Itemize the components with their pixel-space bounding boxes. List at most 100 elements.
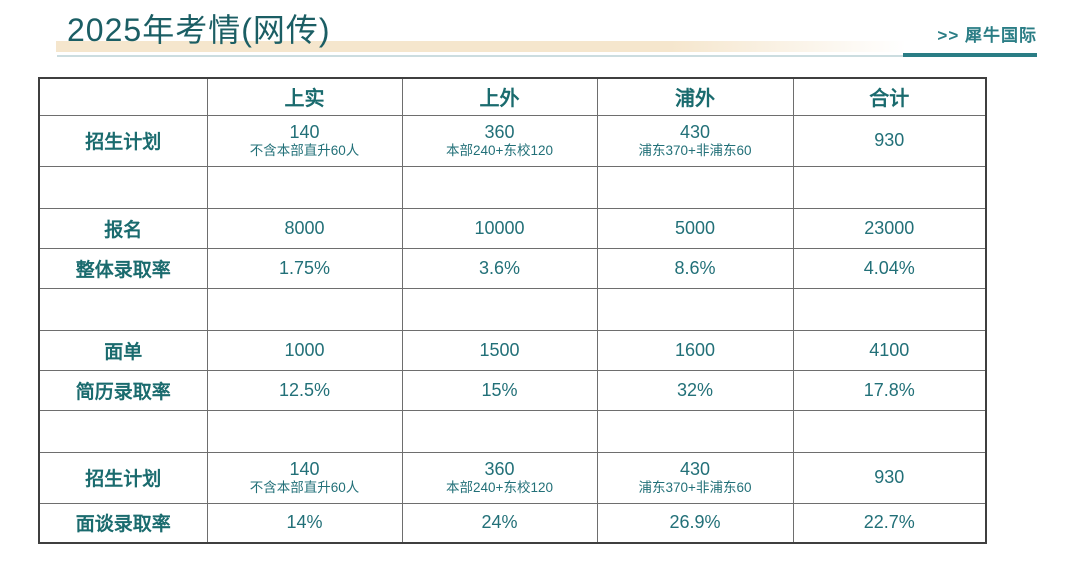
table-row: 招生计划 140 不含本部直升60人 360 本部240+东校120 430 浦东370+非… [38, 451, 987, 504]
brand-label: >> 犀牛国际 [937, 26, 1037, 45]
table-cell [401, 287, 598, 331]
cell-value: 360 [484, 122, 515, 142]
table-row: 报名 8000 10000 5000 23000 [38, 207, 987, 249]
table-cell: 15% [401, 369, 598, 411]
row-label [38, 287, 208, 331]
cell-value: 140 [289, 459, 320, 479]
cell-value: 15% [481, 379, 518, 400]
spacer-row [38, 165, 987, 209]
column-header: 合计 [792, 77, 987, 116]
table-cell: 24% [401, 502, 598, 544]
cell-value: 22.7% [863, 512, 915, 533]
cell-value: 12.5% [278, 379, 331, 400]
cell-value: 430 [679, 459, 711, 479]
column-header: 浦外 [596, 77, 794, 116]
table-cell [206, 409, 403, 453]
table-row: 招生计划 140 不含本部直升60人 360 本部240+东校120 430 浦东370+非… [38, 114, 987, 167]
table-header-row: 上实 上外 浦外 合计 [38, 77, 987, 116]
table-cell: 3.6% [401, 247, 598, 289]
header-rule [57, 55, 903, 57]
admissions-table-body: 上实 上外 浦外 合计 招生计划 140 不含本部直升60人 360 本部240+东校120 43… [38, 77, 987, 544]
table-cell: 140 不含本部直升60人 [206, 114, 403, 167]
cell-value: 32% [676, 379, 714, 400]
row-label: 面单 [38, 329, 208, 371]
header-rule-accent [903, 53, 1037, 57]
cell-subvalue: 浦东370+非浦东60 [638, 480, 752, 495]
table-cell [206, 287, 403, 331]
table-cell [596, 287, 794, 331]
cell-value: 4100 [869, 339, 910, 360]
table-cell [401, 409, 598, 453]
table-row: 整体录取率 1.75% 3.6% 8.6% 4.04% [38, 247, 987, 289]
table-cell: 1000 [206, 329, 403, 371]
row-label: 招生计划 [38, 451, 208, 504]
cell-subvalue: 浦东370+非浦东60 [638, 143, 752, 158]
row-label: 面谈录取率 [38, 502, 208, 544]
table-cell: 930 [792, 114, 987, 167]
table-row: 简历录取率 12.5% 15% 32% 17.8% [38, 369, 987, 411]
table-cell: 4100 [792, 329, 987, 371]
table-cell: 360 本部240+东校120 [401, 451, 598, 504]
table-cell [792, 165, 987, 209]
table-cell: 8.6% [596, 247, 794, 289]
cell-value: 1000 [284, 339, 325, 360]
table-cell [401, 165, 598, 209]
table-cell: 10000 [401, 207, 598, 249]
cell-subvalue: 本部240+东校120 [446, 143, 553, 158]
table-cell: 22.7% [792, 502, 987, 544]
table-cell: 23000 [792, 207, 987, 249]
title-highlight-band [56, 41, 906, 52]
table-cell: 26.9% [596, 502, 794, 544]
cell-value: 930 [874, 130, 905, 150]
row-label: 招生计划 [38, 114, 208, 167]
table-cell: 430 浦东370+非浦东60 [596, 114, 794, 167]
cell-value: 8000 [284, 217, 325, 238]
cell-subvalue: 不含本部直升60人 [249, 143, 360, 158]
table-cell [792, 287, 987, 331]
table-row: 面谈录取率 14% 24% 26.9% 22.7% [38, 502, 987, 544]
cell-value: 26.9% [669, 512, 721, 533]
cell-value: 24% [481, 512, 518, 533]
column-header: 上外 [401, 77, 598, 116]
cell-value: 3.6% [478, 257, 521, 278]
table-cell: 17.8% [792, 369, 987, 411]
page-title: 2025年考情(网传) [67, 12, 331, 48]
cell-value: 14% [286, 512, 323, 533]
table-cell: 1600 [596, 329, 794, 371]
cell-value: 430 [679, 122, 711, 142]
cell-subvalue: 本部240+东校120 [446, 480, 553, 495]
table-cell: 1500 [401, 329, 598, 371]
row-label: 报名 [38, 207, 208, 249]
cell-value: 1600 [674, 339, 716, 360]
row-label: 整体录取率 [38, 247, 208, 289]
table-cell: 430 浦东370+非浦东60 [596, 451, 794, 504]
spacer-row [38, 287, 987, 331]
cell-value: 8.6% [674, 257, 716, 278]
cell-value: 140 [289, 122, 320, 142]
table-cell: 930 [792, 451, 987, 504]
row-label [38, 409, 208, 453]
column-header: 上实 [206, 77, 403, 116]
table-cell: 5000 [596, 207, 794, 249]
table-cell: 1.75% [206, 247, 403, 289]
table-cell: 4.04% [792, 247, 987, 289]
cell-value: 5000 [674, 217, 716, 238]
table-cell [596, 165, 794, 209]
table-cell: 360 本部240+东校120 [401, 114, 598, 167]
table-cell: 14% [206, 502, 403, 544]
table-cell [792, 409, 987, 453]
table-cell: 140 不含本部直升60人 [206, 451, 403, 504]
cell-value: 4.04% [863, 257, 915, 278]
row-label [38, 165, 208, 209]
table-cell: 32% [596, 369, 794, 411]
cell-value: 10000 [474, 217, 525, 238]
cell-value: 930 [874, 467, 905, 487]
admissions-table: 上实 上外 浦外 合计 招生计划 140 不含本部直升60人 360 本部240+东校120 43… [38, 77, 987, 544]
spacer-row [38, 409, 987, 453]
cell-value: 1500 [479, 339, 520, 360]
table-row: 面单 1000 1500 1600 4100 [38, 329, 987, 371]
table-cell [596, 409, 794, 453]
cell-value: 23000 [864, 217, 915, 238]
cell-subvalue: 不含本部直升60人 [249, 480, 360, 495]
